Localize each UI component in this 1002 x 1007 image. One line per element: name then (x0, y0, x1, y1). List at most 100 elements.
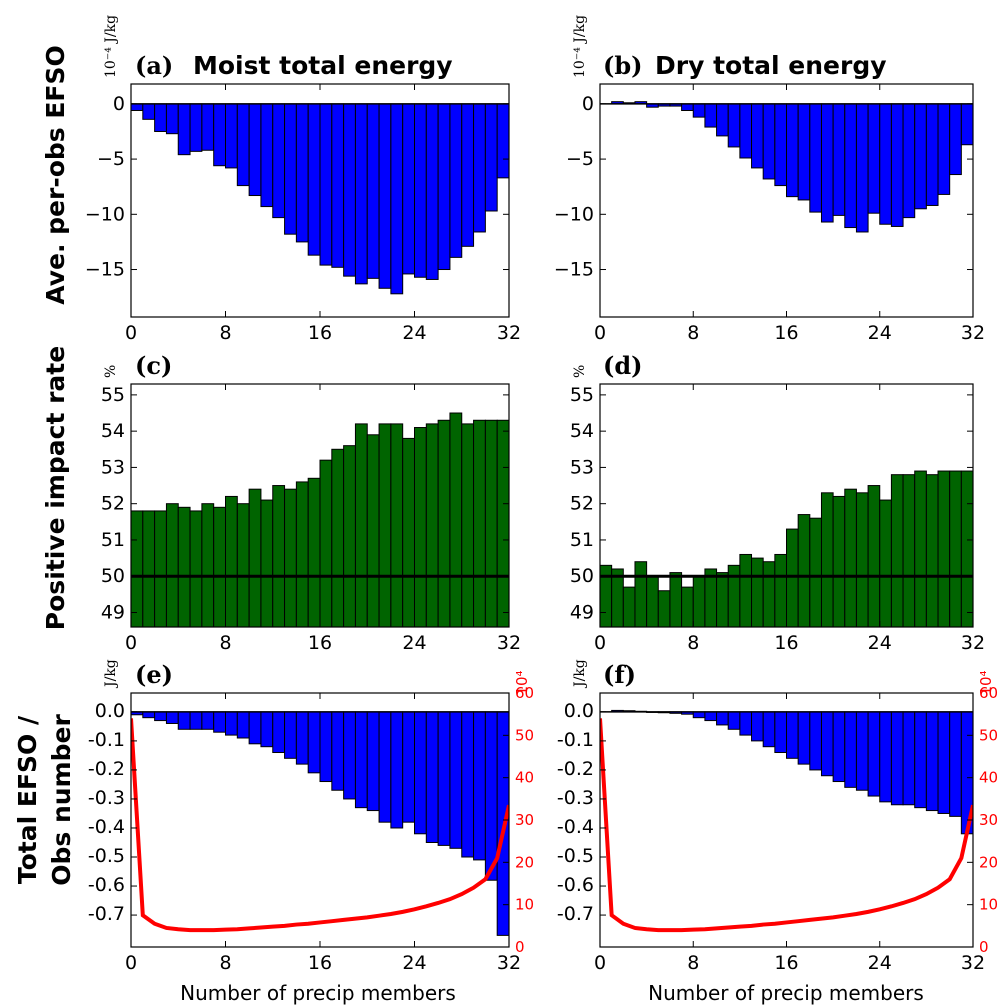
x-tick-label-c: 0 (125, 632, 137, 654)
unit-label-b: 10⁻⁴ J/kg (572, 15, 588, 78)
bar-a-17 (319, 103, 333, 266)
bar-e-15 (295, 711, 309, 765)
y-tick-label-f: -0.6 (557, 874, 594, 896)
bar-d-22 (844, 488, 857, 627)
y-tick-label-d: 54 (570, 420, 594, 442)
bar-d-1 (600, 564, 613, 627)
bar-c-28 (449, 412, 463, 627)
panel-label-d: (d) (603, 351, 643, 380)
y-tick-label-c: 51 (101, 529, 125, 551)
bar-f-13 (739, 711, 753, 736)
bar-b-18 (797, 103, 811, 201)
bar-e-3 (154, 711, 167, 722)
bar-f-20 (820, 711, 834, 777)
bar-a-25 (414, 103, 427, 278)
y-tick-label-e: -0.3 (88, 787, 125, 809)
bar-a-26 (425, 103, 439, 280)
x-tick-label-f: 0 (594, 952, 606, 974)
y-tick-label-a: −10 (85, 203, 125, 225)
bar-e-12 (260, 711, 274, 748)
x-tick-label-e: 8 (219, 952, 231, 974)
bar-f-26 (890, 711, 904, 806)
bar-c-17 (319, 459, 333, 627)
x-tick-label-d: 8 (687, 632, 699, 654)
x-axis-label-left: Number of precip members (180, 981, 456, 1005)
bar-a-7 (201, 103, 215, 151)
bar-f-19 (809, 711, 822, 771)
y-tick-label-a: 0 (113, 93, 125, 115)
right-tick-label-e: 40 (515, 769, 534, 787)
y-tick-label-e: -0.2 (88, 758, 125, 780)
plot-area-f (600, 709, 973, 933)
bar-d-15 (762, 561, 776, 627)
bar-d-29 (925, 474, 939, 627)
row-label-positive-impact: Positive impact rate (41, 346, 70, 630)
bar-a-24 (402, 103, 415, 275)
y-tick-label-f: -0.7 (557, 903, 594, 925)
obs-number-line-e (131, 718, 509, 933)
y-tick-label-c: 53 (101, 456, 125, 478)
bar-b-13 (739, 103, 753, 159)
y-tick-label-d: 53 (570, 456, 594, 478)
panel-b: 0 8 16 24 32 0 −5 −10 −15 10⁻⁴ J/kg (b) Dry total e… (554, 15, 985, 344)
bar-a-13 (272, 103, 286, 219)
x-tick-label-a: 32 (497, 322, 521, 344)
x-tick-label-e: 0 (125, 952, 137, 974)
bar-d-8 (681, 586, 694, 627)
row-label-efso: Ave. per-obs EFSO (41, 45, 70, 305)
bar-a-15 (295, 103, 309, 243)
right-unit-label-f: 10⁴ (977, 670, 995, 695)
right-tick-label-e: 10 (515, 896, 534, 914)
panel-title-b: Dry total energy (655, 51, 887, 80)
bar-b-32 (960, 103, 973, 146)
bar-a-12 (260, 103, 274, 208)
bar-f-14 (751, 711, 764, 742)
bar-b-9 (692, 103, 706, 118)
x-tick-label-c: 16 (308, 632, 332, 654)
bar-d-9 (692, 575, 706, 627)
y-tick-label-a: −5 (97, 148, 125, 170)
bar-a-1 (131, 103, 144, 112)
bar-d-20 (820, 492, 834, 627)
bar-a-5 (177, 103, 191, 156)
y-tick-label-f: -0.1 (557, 729, 594, 751)
x-tick-label-d: 32 (961, 632, 985, 654)
y-tick-label-e: -0.7 (88, 903, 125, 925)
y-tick-label-d: 55 (570, 384, 594, 406)
bar-e-5 (177, 711, 191, 730)
bar-e-19 (343, 711, 356, 800)
bar-d-32 (960, 470, 973, 627)
bar-b-20 (820, 103, 834, 223)
y-tick-label-d: 52 (570, 493, 594, 515)
bar-b-23 (855, 103, 869, 233)
bar-e-11 (248, 711, 262, 745)
bar-a-19 (343, 103, 356, 277)
bar-d-16 (774, 553, 787, 627)
bar-a-21 (366, 103, 380, 279)
bar-c-9 (225, 495, 238, 627)
bar-b-15 (762, 103, 776, 180)
bar-e-17 (319, 711, 333, 783)
bar-a-3 (154, 103, 167, 132)
bar-c-29 (461, 423, 475, 627)
right-unit-label-e: 10⁴ (513, 670, 531, 695)
y-tick-label-f: -0.3 (557, 787, 594, 809)
bar-c-8 (213, 506, 226, 627)
bar-d-6 (657, 590, 671, 627)
bar-d-11 (716, 572, 729, 627)
bar-f-24 (867, 711, 881, 797)
bar-a-18 (331, 103, 345, 268)
bar-c-24 (402, 437, 415, 627)
bar-e-6 (189, 711, 203, 730)
bar-b-28 (914, 103, 927, 210)
bar-a-11 (248, 103, 262, 197)
bar-d-27 (902, 474, 916, 627)
bar-b-25 (879, 103, 892, 225)
y-tick-label-f: -0.2 (557, 758, 594, 780)
y-tick-label-f: -0.4 (557, 816, 594, 838)
bar-c-15 (295, 481, 309, 627)
bar-c-32 (496, 419, 509, 627)
y-tick-label-c: 49 (101, 601, 125, 623)
bar-e-4 (165, 711, 179, 724)
